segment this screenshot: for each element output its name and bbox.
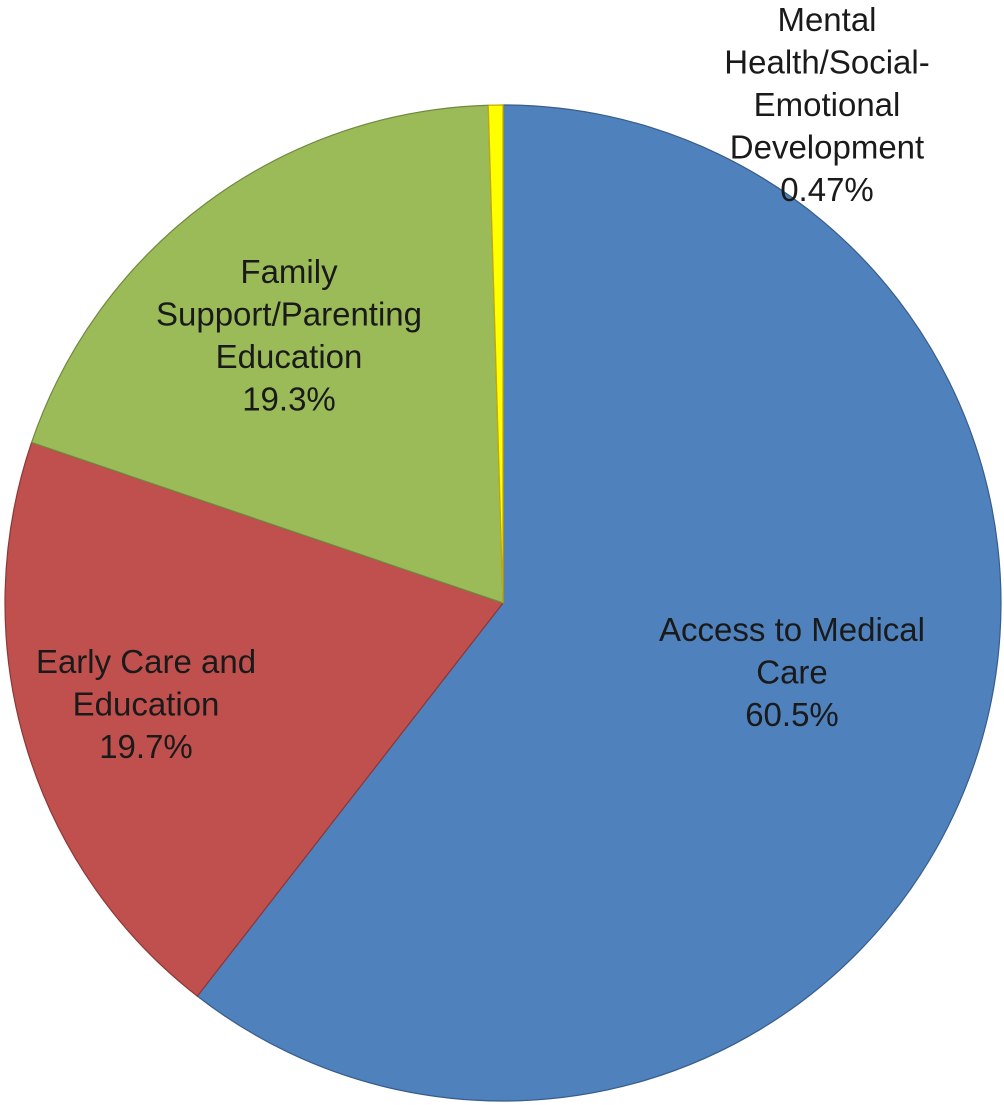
data-label-percent: 19.3% <box>242 381 336 418</box>
pie-labels: Access to Medical Care 60.5% Early Care and… <box>36 1 930 765</box>
data-label-line: Support/Parenting <box>156 296 422 333</box>
data-label-line: Development <box>730 129 924 166</box>
data-label-family-support-parenting-education: Family Support/Parenting Education 19.3% <box>156 253 422 418</box>
data-label-mental-health-social-emotional-development: Mental Health/Social- Emotional Development… <box>724 1 929 208</box>
data-label-line: Early Care and <box>36 643 256 680</box>
data-label-access-to-medical-care: Access to Medical Care 60.5% <box>659 611 925 733</box>
data-label-line: Care <box>756 654 828 691</box>
data-label-line: Education <box>216 338 363 375</box>
data-label-line: Access to Medical <box>659 611 925 648</box>
data-label-line: Mental <box>777 1 876 38</box>
data-label-line: Education <box>73 686 220 723</box>
data-label-percent: 60.5% <box>745 696 839 733</box>
data-label-line: Family <box>240 253 338 290</box>
pie-slice-family-support-parenting-education <box>30 104 504 604</box>
data-label-line: Emotional <box>754 86 901 123</box>
data-label-percent: 0.47% <box>780 171 874 208</box>
data-label-line: Health/Social- <box>724 44 929 81</box>
pie-slices <box>4 104 1002 1102</box>
pie-slice-early-care-and-education <box>4 441 504 997</box>
pie-slice-access-to-medical-care <box>196 104 1002 1102</box>
data-label-early-care-and-education: Early Care and Education 19.7% <box>36 643 256 765</box>
pie-slice-mental-health-social-emotional-development <box>487 104 504 604</box>
data-label-percent: 19.7% <box>99 728 193 765</box>
